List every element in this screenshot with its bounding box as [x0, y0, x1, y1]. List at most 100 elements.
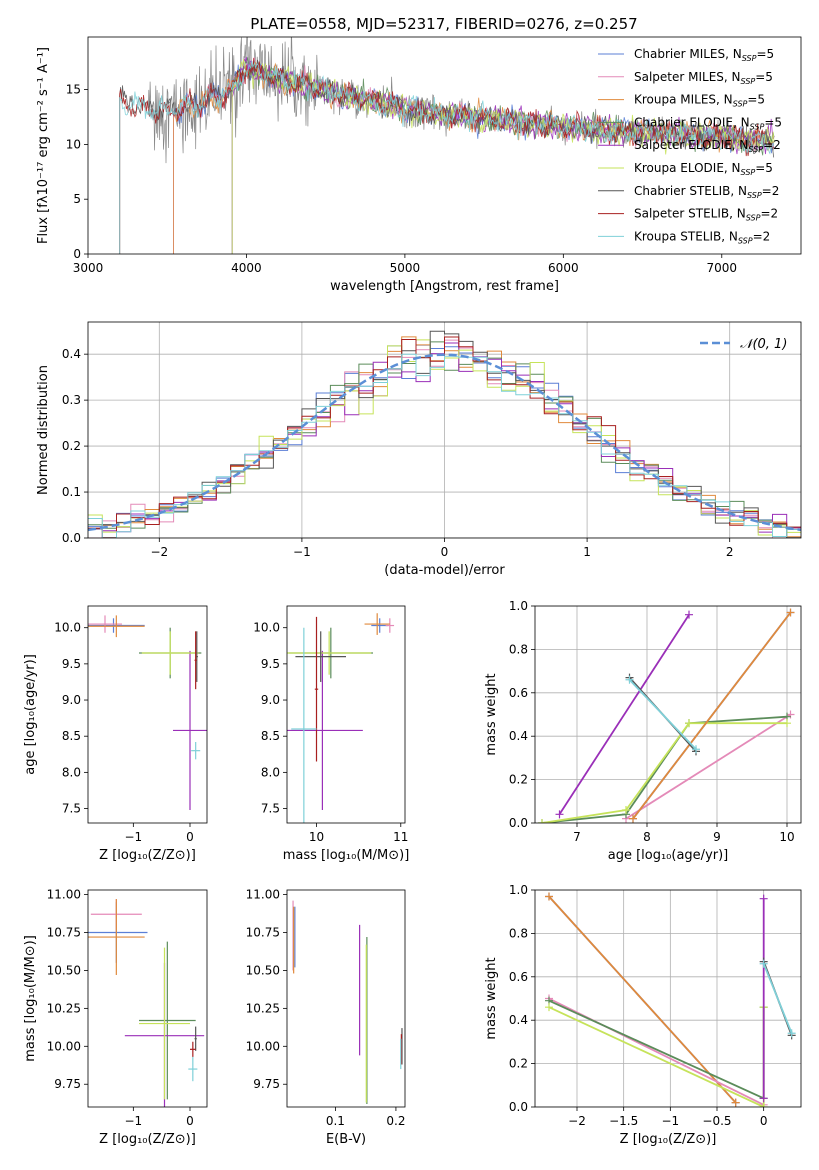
weight_vs_age-x-tick-label: 7: [573, 830, 581, 844]
legend-label-subscript: SSP: [747, 191, 762, 200]
mass-weight-marker: [545, 1003, 553, 1012]
legend-label-suffix: =2: [753, 229, 771, 243]
age_vs_mass-x-tick-label: 11: [393, 830, 408, 844]
age_vs_Z-x-tick-label: −1: [124, 830, 142, 844]
mass-weight-line: [632, 611, 792, 820]
weight_vs_age-panel: 7 8 9 10 0.0 0.2 0.4 0.6 0.8 1.0 age [log₁₀(age/yr…: [484, 599, 802, 863]
mass_vs_ebv-y-tick-label: 9.75: [253, 1077, 280, 1091]
mass-weight-line: [548, 895, 737, 1104]
age_vs_mass-plot-area: [287, 613, 395, 823]
legend-label-subscript: SSP: [733, 100, 748, 109]
residuals-legend: 𝒩(0, 1): [700, 337, 787, 352]
age_vs_mass-panel: 10 11 7.5 8.0 8.5 9.0 9.5 10.0 mass [log₁₀(M/M⊙)…: [253, 605, 410, 863]
axes-frame: [286, 605, 406, 824]
weight_vs_age-xlabel: age [log₁₀(age/yr)]: [608, 848, 729, 863]
residuals-y-tick-label: 0.0: [62, 531, 81, 545]
residuals-plot-area: [88, 322, 801, 538]
weight_vs_Z-panel: −2 −1.5 −1 −0.5 0 0.0 0.2 0.4 0.6 0.8 1.0 Z [log₁₀(…: [484, 883, 802, 1147]
weight_vs_age-y-tick-label: 0.2: [509, 773, 528, 787]
legend-label: Chabrier STELIB, NSSP=2: [634, 184, 779, 200]
legend-label-text: Kroupa ELODIE, N: [634, 161, 741, 175]
mass_vs_Z-y-tick-label: 10.50: [47, 963, 81, 977]
age_vs_Z-y-tick-label: 8.5: [62, 729, 81, 743]
spectrum-plot-area: [119, 37, 775, 254]
mass_vs_Z-y-tick-label: 10.75: [47, 925, 81, 939]
legend-label-suffix: =2: [762, 184, 780, 198]
age_vs_Z-plot-area: [88, 615, 207, 810]
residuals-y-tick-label: 0.3: [62, 393, 81, 407]
mass_vs_Z-y-tick-label: 9.75: [54, 1077, 81, 1091]
mass-weight-line: [762, 963, 793, 1034]
mass-weight-line: [558, 614, 690, 815]
axes-frame: [87, 889, 208, 1108]
legend-label-suffix: =5: [747, 93, 765, 107]
model-spectrum-line: [231, 56, 775, 254]
legend-label: 𝒩(0, 1): [740, 337, 787, 352]
weight_vs_Z-plot-area: [535, 890, 801, 1107]
weight_vs_Z-x-tick-label: −1.5: [609, 1114, 638, 1128]
age_vs_Z-y-tick-label: 7.5: [62, 802, 81, 816]
age_vs_mass-y-tick-label: 10.0: [253, 621, 280, 635]
normal-distribution-curve: [88, 353, 801, 532]
legend-label-text: Salpeter ELODIE, N: [634, 138, 748, 152]
weight_vs_Z-x-tick-label: −2: [568, 1114, 586, 1128]
spectrum-x-tick-label: 7000: [707, 261, 738, 275]
legend-label-subscript: SSP: [742, 54, 757, 63]
residuals-x-tick-label: 2: [726, 545, 734, 559]
mass_vs_ebv-y-tick-label: 10.00: [246, 1039, 280, 1053]
age_vs_Z-y-tick-label: 9.5: [62, 657, 81, 671]
mass-weight-marker: [538, 819, 546, 823]
mass-weight-line: [541, 722, 787, 823]
legend-label-subscript: SSP: [741, 77, 756, 86]
mass-weight-marker: [555, 810, 564, 819]
weight_vs_Z-y-tick-label: 1.0: [509, 883, 528, 897]
weight_vs_age-y-tick-label: 0.6: [509, 686, 528, 700]
spectrum-ylabel: Flux [fλ10⁻¹⁷ erg cm⁻² s⁻¹ A⁻¹]: [36, 47, 51, 244]
legend-label: Chabrier MILES, NSSP=5: [634, 47, 774, 63]
mass_vs_Z-y-tick-label: 10.00: [47, 1039, 81, 1053]
age_vs_mass-y-tick-label: 7.5: [261, 802, 280, 816]
spectrum-y-tick-label: 0: [73, 247, 81, 261]
mass_vs_Z-ylabel: mass [log₁₀(M/M⊙)]: [23, 935, 38, 1062]
legend-label: Kroupa MILES, NSSP=5: [634, 93, 765, 109]
weight_vs_age-y-tick-label: 1.0: [509, 599, 528, 613]
spectrum-y-tick-label: 5: [73, 192, 81, 206]
mass_vs_Z-panel: −1 0 9.75 10.00 10.25 10.50 10.75 11.00 Z [log₁₀…: [23, 888, 208, 1147]
residuals-panel: −2 −1 0 1 2 0.0 0.1 0.2 0.3 0.4 (data-model)/error…: [36, 321, 802, 578]
residuals-ylabel: Normed distribution: [36, 365, 51, 495]
weight_vs_Z-y-tick-label: 0.2: [509, 1057, 528, 1071]
model-spectrum-line: [231, 59, 775, 254]
age_vs_mass-xlabel: mass [log₁₀(M/M⊙)]: [283, 848, 410, 863]
axes-frame: [87, 605, 208, 824]
mass-weight-line: [548, 1006, 765, 1107]
mass-weight-marker: [759, 1103, 768, 1107]
spectrum-x-tick-label: 3000: [73, 261, 104, 275]
age_vs_Z-xlabel: Z [log₁₀(Z/Z⊙)]: [99, 848, 196, 863]
mass_vs_Z-plot-area: [88, 899, 205, 1107]
mass-weight-marker: [759, 1094, 768, 1103]
mass-weight-marker: [625, 675, 634, 684]
mass_vs_ebv-y-tick-label: 10.25: [246, 1001, 280, 1015]
mass-weight-marker: [731, 1098, 740, 1107]
mass-weight-marker: [786, 608, 795, 617]
figure-title: PLATE=0558, MJD=52317, FIBERID=0276, z=0…: [250, 15, 637, 33]
mass_vs_Z-y-tick-label: 11.00: [47, 888, 81, 902]
spectrum-y-tick-label: 15: [66, 83, 81, 97]
age_vs_Z-y-tick-label: 9.0: [62, 693, 81, 707]
legend-label-subscript: SSP: [741, 168, 756, 177]
residuals-y-tick-label: 0.2: [62, 439, 81, 453]
mass-weight-marker: [545, 892, 553, 901]
legend-label: Kroupa ELODIE, NSSP=5: [634, 161, 773, 177]
age_vs_Z-y-tick-label: 10.0: [54, 621, 81, 635]
mass-weight-marker: [783, 719, 791, 728]
model-spectrum-line: [119, 59, 775, 254]
mass-weight-marker: [787, 1029, 796, 1038]
model-spectrum-line: [119, 60, 775, 254]
mass_vs_ebv-y-tick-label: 10.50: [246, 963, 280, 977]
residual-histogram-step: [88, 330, 801, 538]
weight_vs_age-x-tick-label: 8: [643, 830, 651, 844]
age_vs_mass-y-tick-label: 9.5: [261, 657, 280, 671]
mass-weight-marker: [622, 805, 630, 814]
mass_vs_ebv-panel: 0.1 0.2 9.75 10.00 10.25 10.50 10.75 11.00 E(B-V…: [246, 888, 406, 1147]
legend-label-text: Salpeter MILES, N: [634, 70, 741, 84]
